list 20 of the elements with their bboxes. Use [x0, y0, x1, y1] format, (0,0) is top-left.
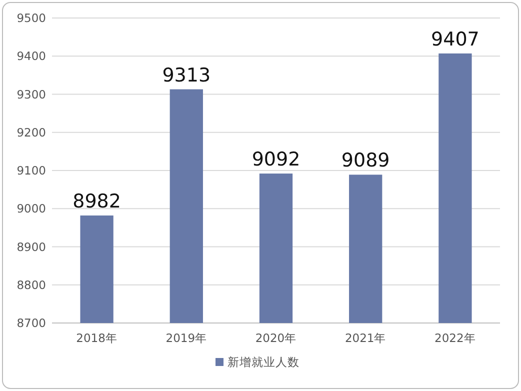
- y-tick-label: 8900: [16, 240, 46, 254]
- y-tick-label: 9300: [16, 87, 46, 102]
- y-tick-label: 9500: [16, 11, 46, 25]
- y-tick-label: 8800: [16, 278, 46, 292]
- y-tick-label: 9200: [16, 125, 46, 140]
- y-tick-label: 8700: [16, 316, 46, 330]
- y-tick-label: 9100: [16, 164, 46, 178]
- x-tick-label: 2019年: [166, 331, 208, 345]
- data-label: 9313: [162, 64, 211, 86]
- y-tick-label: 9000: [16, 202, 46, 216]
- x-tick-label: 2021年: [344, 331, 386, 345]
- data-label: 8982: [72, 190, 121, 212]
- x-tick-label: 2018年: [76, 331, 118, 345]
- data-label: 9092: [252, 148, 300, 171]
- data-label: 9089: [341, 150, 390, 172]
- y-tick-label: 9400: [16, 49, 46, 64]
- legend-label: 新增就业人数: [228, 355, 300, 369]
- data-label: 9407: [431, 28, 480, 50]
- x-tick-label: 2020年: [255, 331, 297, 345]
- x-tick-label: 2022年: [434, 331, 476, 345]
